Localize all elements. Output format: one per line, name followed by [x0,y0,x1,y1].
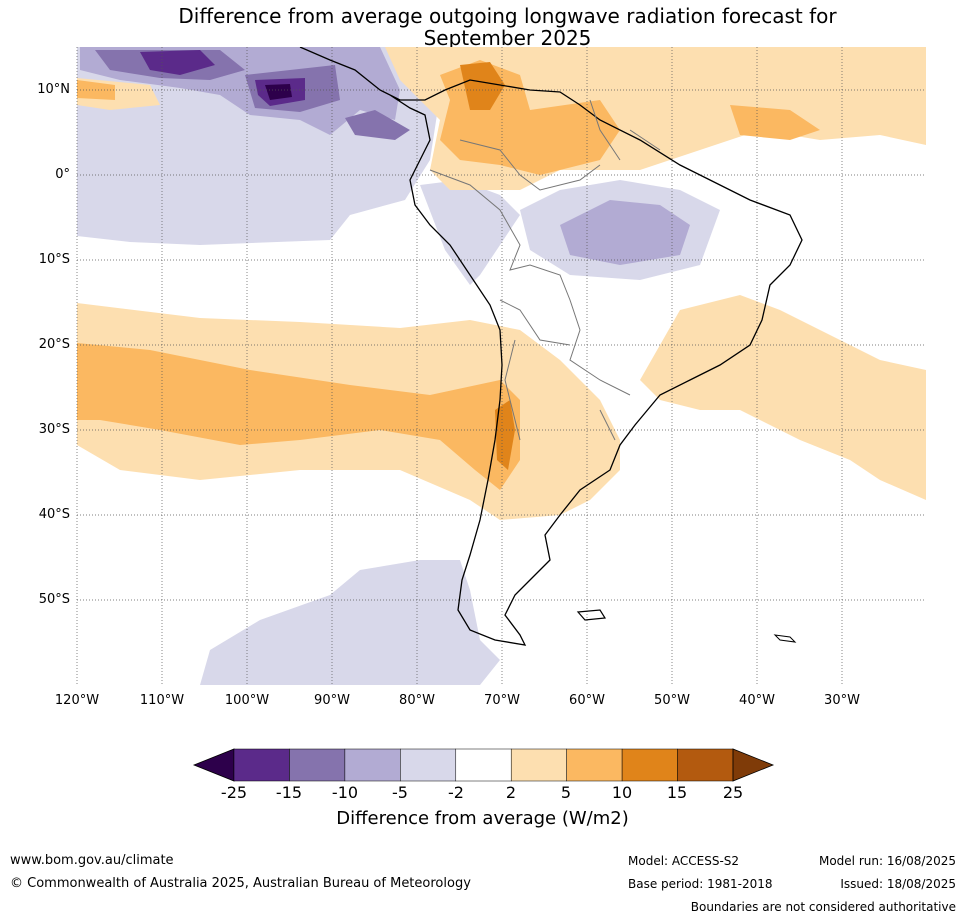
colorbar-swatch [344,748,401,782]
lon-label-80w: 80°W [399,693,435,708]
anomaly-region-negative-medium [560,200,690,265]
colorbar-tick: 25 [722,783,744,802]
colorbar-swatch [621,748,678,782]
lon-label-110w: 110°W [139,693,185,708]
map-title: Difference from average outgoing longwav… [0,5,965,49]
base-period-text: Base period: 1981-2018 [628,877,773,891]
title-line-2: September 2025 [423,26,592,50]
colorbar-tick: 2 [505,783,517,802]
colorbar-swatch [455,748,512,782]
anomaly-region-negative-extreme [265,84,292,100]
model-text: Model: ACCESS-S2 [628,854,740,868]
colorbar-tick: -2 [448,783,464,802]
colorbar [192,748,775,782]
disclaimer-text: Boundaries are not considered authoritat… [690,900,956,914]
lat-label-10n: 10°N [37,82,70,97]
colorbar-swatch [233,748,290,782]
anomaly-region-positive-medium [730,105,820,140]
colorbar-tick: -10 [331,783,359,802]
lon-label-60w: 60°W [569,693,605,708]
colorbar-swatch [566,748,623,782]
lon-label-100w: 100°W [224,693,270,708]
lon-label-90w: 90°W [314,693,350,708]
anomaly-region-negative-small [200,560,500,685]
anomaly-region-positive-medium [77,343,520,490]
anomaly-field [77,47,926,685]
lat-label-20s: 20°S [38,337,70,352]
colorbar-extend-under [192,748,235,782]
model-run-text: Model run: 16/08/2025 [818,854,956,868]
lon-label-120w: 120°W [54,693,100,708]
anomaly-region-positive-large [460,62,505,110]
title-line-1: Difference from average outgoing longwav… [178,4,837,28]
colorbar-tick: -5 [392,783,408,802]
colorbar-tick: -15 [275,783,303,802]
lat-label-10s: 10°S [38,252,70,267]
lat-label-40s: 40°S [38,507,70,522]
colorbar-swatch [677,748,734,782]
colorbar-swatch [289,748,346,782]
lon-label-30w: 30°W [824,693,860,708]
anomaly-region-positive-small [640,295,926,500]
lon-label-50w: 50°W [654,693,690,708]
copyright-text: © Commonwealth of Australia 2025, Austra… [10,876,471,891]
colorbar-label: Difference from average (W/m2) [336,808,629,829]
colorbar-swatch [510,748,567,782]
lon-label-40w: 40°W [739,693,775,708]
issued-text: Issued: 18/08/2025 [840,877,956,891]
colorbar-tick: 10 [611,783,633,802]
colorbar-extend-over [732,748,775,782]
colorbar-tick: 5 [560,783,572,802]
anomaly-region-negative-xlarge [140,50,305,106]
anomaly-region-positive-large [495,400,515,470]
lon-label-70w: 70°W [484,693,520,708]
colorbar-swatch [400,748,457,782]
colorbar-tick: -25 [220,783,248,802]
colorbar-tick: 15 [666,783,688,802]
anomaly-region-negative-large [345,110,410,140]
website-link[interactable]: www.bom.gov.au/climate [10,853,174,868]
graticule [76,47,926,685]
lat-label-50s: 50°S [38,592,70,607]
lat-label-0: 0° [55,167,70,182]
lat-label-30s: 30°S [38,422,70,437]
coastline [299,47,803,646]
